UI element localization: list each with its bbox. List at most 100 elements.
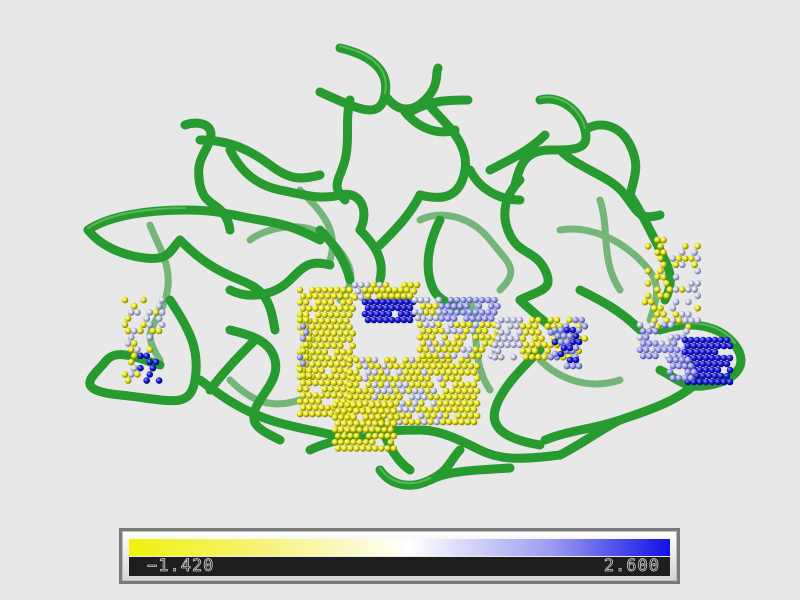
surface-dot bbox=[427, 418, 434, 426]
surface-dot bbox=[660, 261, 667, 269]
surface-dot bbox=[458, 356, 465, 364]
surface-dot bbox=[158, 309, 166, 316]
surface-dot bbox=[340, 348, 347, 356]
surface-dot bbox=[306, 367, 313, 374]
surface-dot bbox=[296, 366, 304, 373]
surface-dot bbox=[343, 292, 350, 300]
surface-dot bbox=[124, 315, 132, 322]
surface-dot bbox=[315, 336, 322, 343]
surface-dot bbox=[513, 335, 520, 342]
surface-dot bbox=[460, 333, 467, 341]
surface-dot bbox=[720, 378, 728, 386]
surface-dot bbox=[373, 310, 381, 318]
surface-dot bbox=[439, 418, 447, 426]
surface-dot bbox=[461, 412, 469, 420]
surface-dot bbox=[414, 356, 422, 364]
surface-dot bbox=[528, 341, 536, 349]
surface-dot bbox=[127, 309, 135, 316]
surface-dot bbox=[578, 316, 586, 324]
surface-dot bbox=[321, 286, 329, 294]
surface-dot bbox=[124, 327, 132, 335]
surface-dot bbox=[422, 321, 430, 329]
surface-dot bbox=[414, 314, 422, 322]
surface-dot bbox=[312, 317, 319, 325]
surface-dot bbox=[318, 404, 326, 412]
surface-dot bbox=[444, 327, 452, 335]
surface-dot bbox=[528, 316, 536, 324]
surface-dot bbox=[341, 445, 348, 452]
surface-dot bbox=[470, 406, 478, 413]
surface-dot bbox=[402, 356, 410, 364]
surface-dot bbox=[379, 298, 387, 306]
color-scale-label-strip: −1.420 2.600 bbox=[129, 556, 670, 576]
surface-dot bbox=[575, 326, 583, 334]
surface-dot bbox=[359, 407, 367, 415]
surface-dot bbox=[427, 406, 434, 413]
surface-dot bbox=[452, 369, 459, 376]
surface-dot bbox=[453, 321, 461, 329]
surface-dot bbox=[450, 327, 458, 335]
color-scale-gradient bbox=[129, 539, 670, 556]
surface-dot bbox=[321, 361, 329, 368]
surface-dot bbox=[362, 414, 370, 421]
surface-dot bbox=[346, 356, 354, 364]
surface-dot bbox=[344, 426, 351, 434]
surface-dot bbox=[299, 347, 307, 355]
surface-dot bbox=[429, 346, 436, 353]
surface-dot bbox=[563, 362, 571, 370]
surface-dot bbox=[327, 286, 335, 294]
surface-dot bbox=[569, 338, 577, 346]
surface-dot bbox=[353, 445, 361, 452]
surface-dot bbox=[344, 438, 351, 446]
surface-dot bbox=[441, 346, 449, 353]
surface-dot bbox=[400, 304, 408, 312]
surface-dot bbox=[708, 342, 716, 350]
surface-dot bbox=[460, 309, 467, 316]
surface-dot bbox=[333, 361, 341, 368]
surface-dot bbox=[510, 341, 517, 349]
surface-dot bbox=[399, 375, 407, 382]
surface-dot bbox=[405, 400, 413, 407]
surface-dot bbox=[352, 369, 360, 376]
surface-dot bbox=[551, 326, 559, 334]
surface-dot bbox=[702, 354, 710, 362]
surface-dot bbox=[146, 371, 154, 378]
surface-dot bbox=[380, 387, 388, 395]
surface-dot bbox=[535, 329, 542, 336]
surface-dot bbox=[318, 342, 326, 350]
surface-dot bbox=[445, 369, 453, 376]
surface-dot bbox=[353, 432, 361, 440]
surface-dot bbox=[359, 356, 366, 364]
surface-dot bbox=[438, 327, 446, 335]
surface-dot bbox=[377, 393, 385, 401]
surface-dot bbox=[694, 292, 701, 300]
surface-dot bbox=[636, 321, 644, 329]
surface-dot bbox=[424, 362, 431, 370]
surface-dot bbox=[137, 364, 144, 372]
surface-dot bbox=[421, 406, 428, 413]
surface-dot bbox=[393, 387, 400, 395]
surface-dot bbox=[691, 261, 698, 269]
surface-dot bbox=[315, 299, 322, 306]
surface-dot bbox=[296, 299, 304, 306]
surface-dot bbox=[143, 315, 150, 322]
surface-dot bbox=[467, 387, 475, 395]
surface-dot bbox=[324, 305, 332, 312]
surface-dot bbox=[418, 387, 425, 395]
surface-dot bbox=[302, 341, 310, 349]
surface-dot bbox=[541, 341, 548, 349]
surface-dot bbox=[324, 404, 332, 412]
surface-dot bbox=[387, 375, 394, 382]
surface-dot bbox=[669, 304, 677, 312]
surface-dot bbox=[349, 387, 357, 395]
surface-dot bbox=[452, 418, 459, 426]
surface-dot bbox=[467, 400, 475, 407]
surface-dot bbox=[368, 387, 376, 395]
surface-dot bbox=[321, 323, 329, 331]
surface-dot bbox=[473, 412, 481, 420]
surface-dot bbox=[384, 445, 392, 452]
surface-dot bbox=[525, 347, 533, 355]
surface-dot bbox=[422, 333, 430, 341]
